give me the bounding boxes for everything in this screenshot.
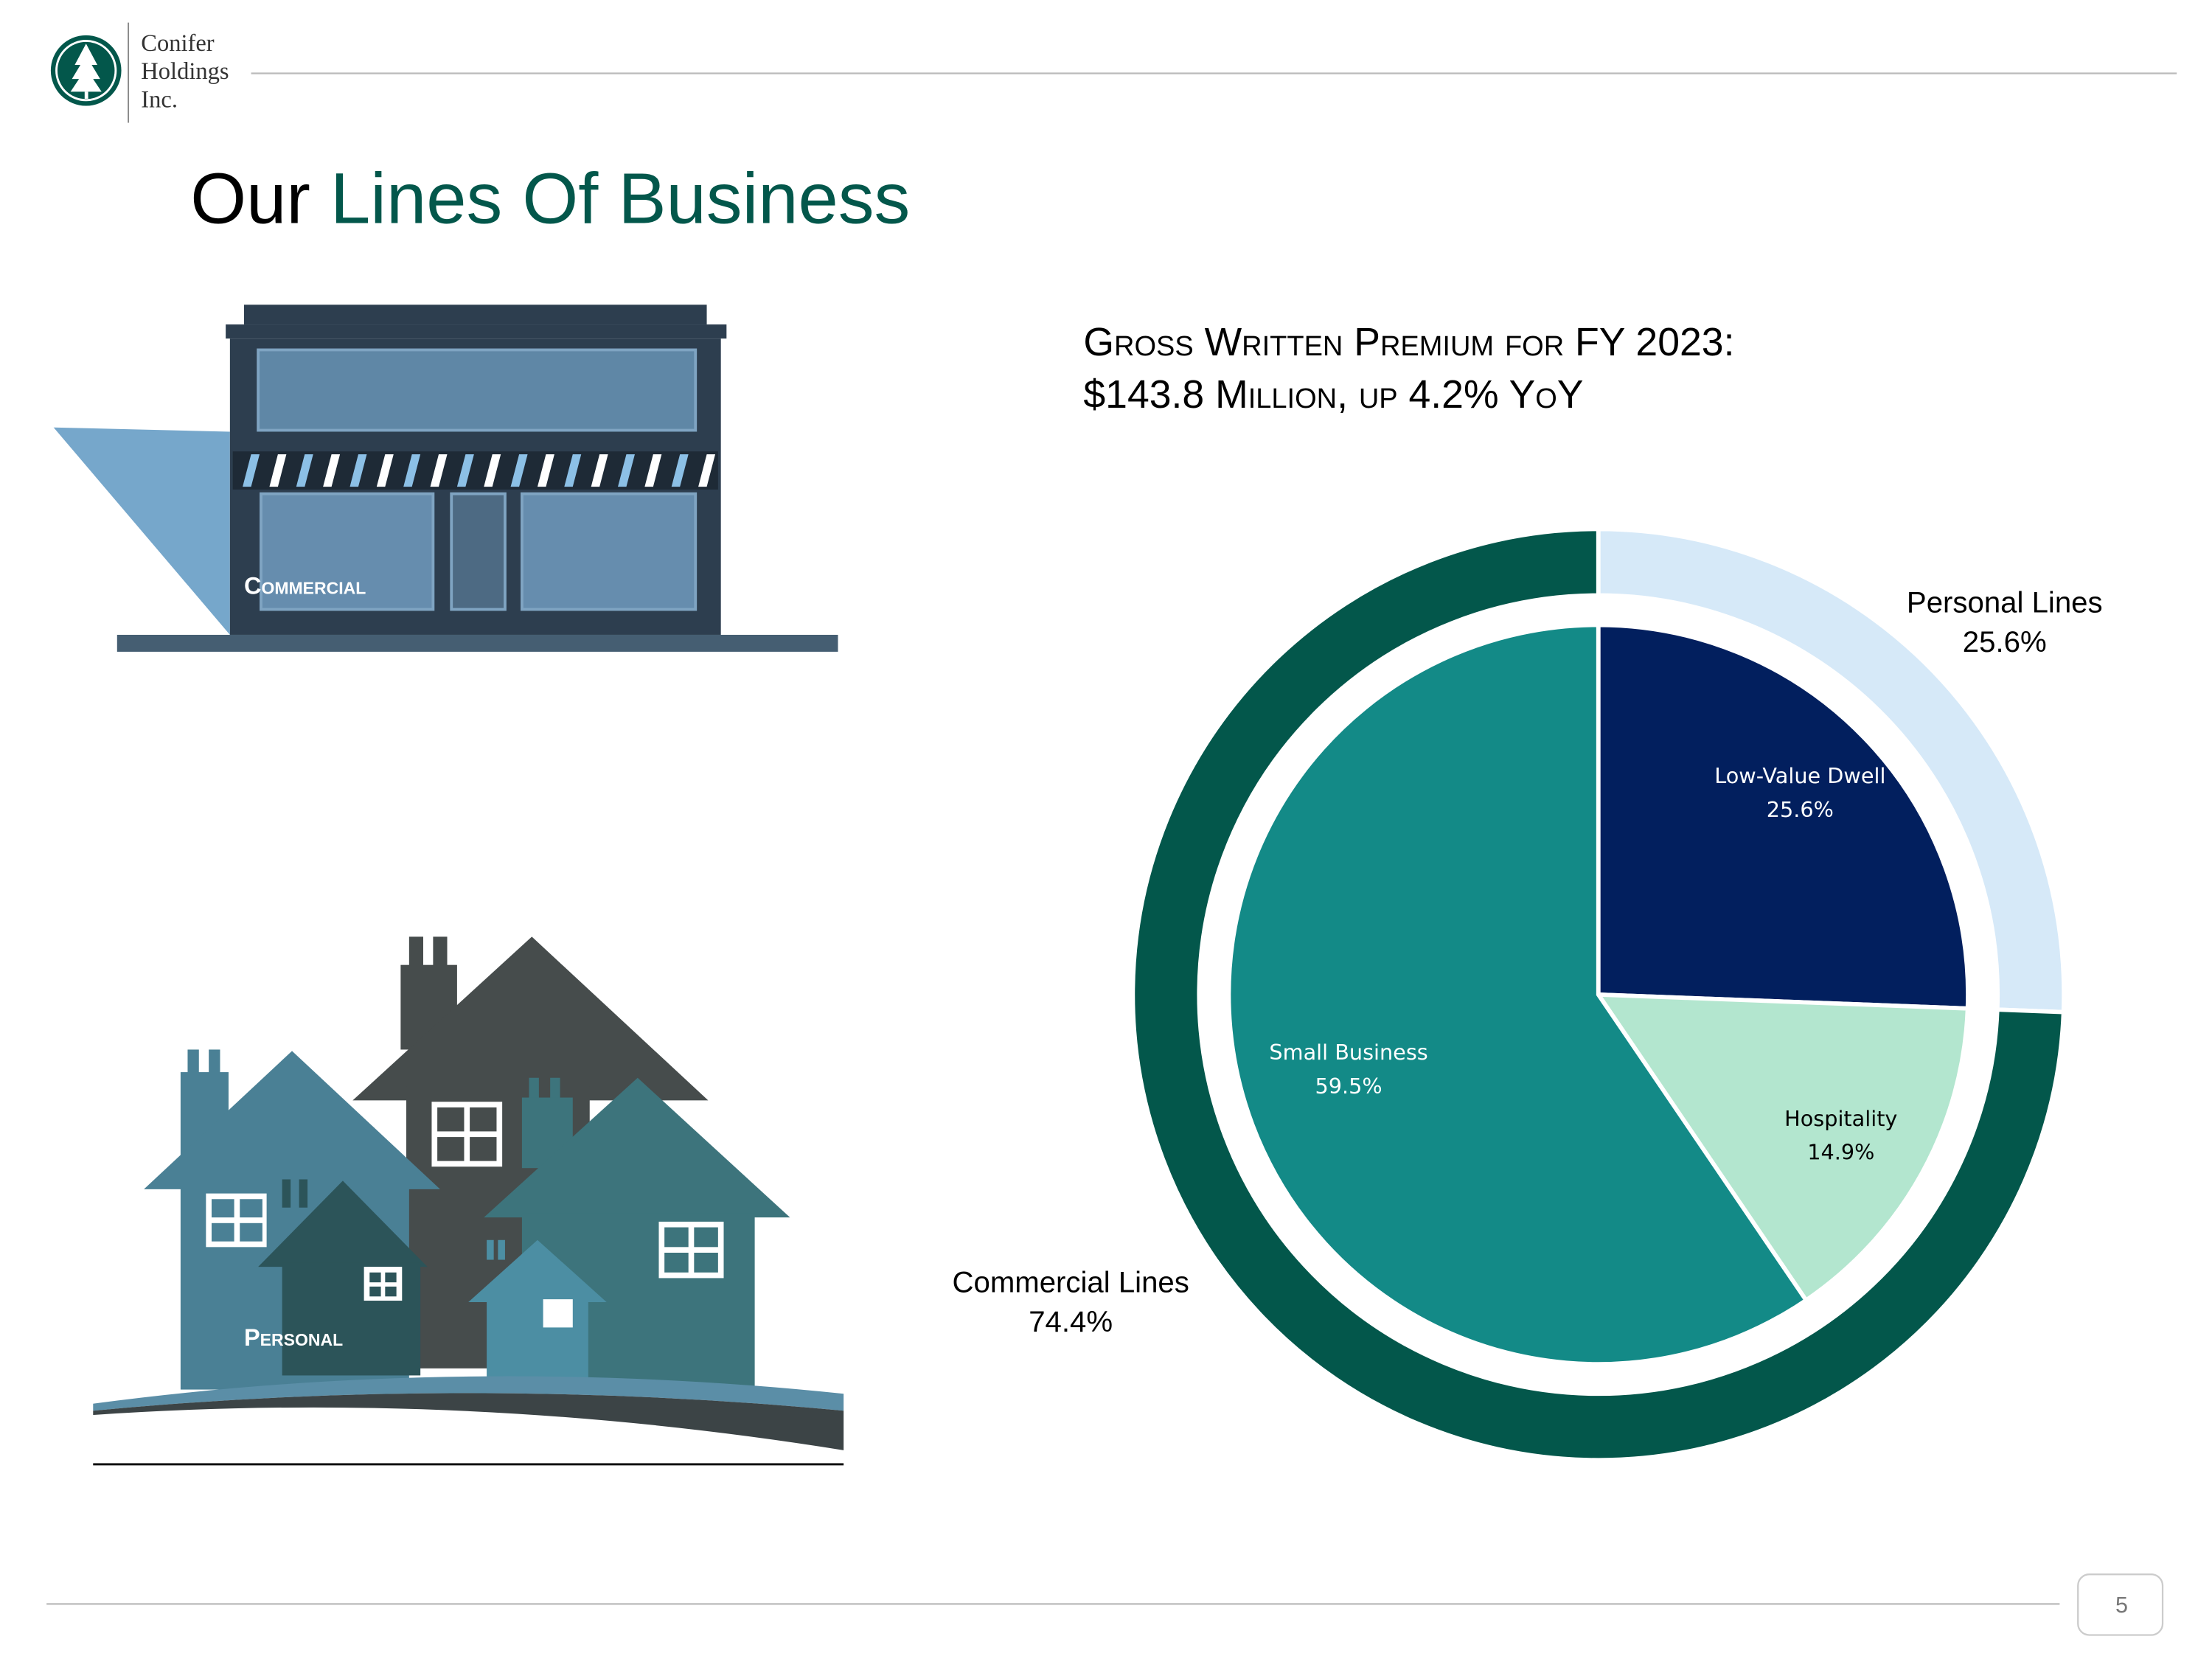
- ground: [116, 634, 838, 652]
- awning-stripe: [456, 454, 474, 487]
- slice-label: Hospitality: [1784, 1106, 1897, 1131]
- personal-label: Personal: [244, 1324, 343, 1351]
- slide-title: Our Lines Of Business: [190, 158, 910, 238]
- awning-stripe: [671, 454, 689, 487]
- awning-stripe: [243, 454, 260, 487]
- awning-stripe: [618, 454, 635, 487]
- awning-stripe: [644, 454, 662, 487]
- pane: [694, 1252, 718, 1273]
- awning-stripe: [510, 454, 528, 487]
- window: [260, 492, 435, 611]
- roof: [243, 305, 707, 325]
- chimney: [209, 1049, 220, 1078]
- awning-stripe: [403, 454, 421, 487]
- pane: [369, 1272, 381, 1283]
- slice-value-label: 25.6%: [1963, 625, 2047, 658]
- awning-stripe: [296, 454, 313, 487]
- logo-tree: [70, 44, 102, 92]
- sign-panel: [257, 348, 698, 432]
- awning-stripe: [484, 454, 501, 487]
- pane: [664, 1252, 689, 1273]
- slice-value-label: 14.9%: [1807, 1140, 1874, 1165]
- pane: [437, 1107, 465, 1132]
- awning-stripe: [698, 454, 716, 487]
- pane: [470, 1137, 497, 1161]
- pie-slice: [1130, 526, 2066, 1463]
- awning-stripe: [537, 454, 554, 487]
- roof: [352, 936, 709, 1101]
- shadow: [53, 427, 230, 635]
- awning-base: [232, 451, 718, 490]
- awning-stripe: [591, 454, 608, 487]
- logo-ring: [55, 40, 117, 102]
- pane: [369, 1286, 381, 1297]
- awning-stripe: [349, 454, 367, 487]
- chimney: [498, 1239, 505, 1260]
- roof: [144, 1051, 440, 1189]
- logo-text: Conifer: [141, 30, 214, 57]
- awning-stripe: [564, 454, 582, 487]
- awning-stripe: [269, 454, 287, 487]
- pane: [240, 1222, 262, 1242]
- chimney: [487, 1239, 494, 1260]
- roof: [468, 1239, 607, 1302]
- cornice: [226, 324, 727, 339]
- pie-slice: [1594, 992, 1970, 1304]
- slice-value-label: 74.4%: [1029, 1305, 1113, 1338]
- awning-stripe: [323, 454, 341, 487]
- pane: [385, 1272, 397, 1283]
- pane: [437, 1137, 465, 1161]
- awning: [232, 451, 718, 490]
- hill: [93, 1376, 844, 1411]
- title-lead: Our: [190, 158, 310, 238]
- pie-slice: [1596, 622, 1970, 1011]
- pane: [240, 1199, 262, 1218]
- roof: [484, 1077, 790, 1218]
- logo-text: Inc.: [141, 86, 178, 113]
- chimney: [299, 1179, 308, 1208]
- personal-illustration: Personal: [93, 936, 844, 1466]
- commercial-label: Commercial: [244, 572, 366, 599]
- chimney: [187, 1049, 199, 1078]
- door: [450, 492, 507, 611]
- pane: [211, 1222, 234, 1242]
- slice-value-label: 25.6%: [1767, 797, 1834, 822]
- window: [543, 1299, 573, 1328]
- logo-text: Holdings: [141, 58, 229, 85]
- awning-stripe: [430, 454, 448, 487]
- house: [487, 1298, 588, 1382]
- chimney: [282, 1179, 291, 1208]
- title-highlight: Lines Of Business: [330, 158, 910, 238]
- awning-stripe: [376, 454, 394, 487]
- pie-slice: [1226, 622, 1809, 1366]
- pane: [694, 1227, 718, 1248]
- pane: [211, 1199, 234, 1218]
- hill: [93, 1393, 844, 1450]
- pane: [664, 1227, 689, 1248]
- roof: [258, 1180, 428, 1267]
- window: [520, 492, 698, 611]
- logo: [50, 35, 122, 106]
- slice-label: Commercial Lines: [952, 1266, 1189, 1299]
- pane: [470, 1107, 497, 1132]
- page-number-box: [2077, 1573, 2164, 1636]
- pane: [385, 1286, 397, 1297]
- page-number: 5: [2115, 1593, 2128, 1618]
- slice-label: Personal Lines: [1907, 585, 2103, 619]
- chart-title: Gross Written Premium for FY 2023:: [1083, 321, 1734, 364]
- slice-label: Low-Value Dwell: [1714, 763, 1885, 788]
- commercial-illustration: Commercial: [53, 305, 838, 652]
- slice-label: Small Business: [1269, 1040, 1427, 1065]
- chart: Gross Written Premium for FY 2023: $143.…: [952, 321, 2103, 1463]
- slice-value-label: 59.5%: [1315, 1074, 1382, 1099]
- chart-title: $143.8 Million, up 4.2% YoY: [1083, 373, 1583, 417]
- logo-trunk: [84, 91, 88, 99]
